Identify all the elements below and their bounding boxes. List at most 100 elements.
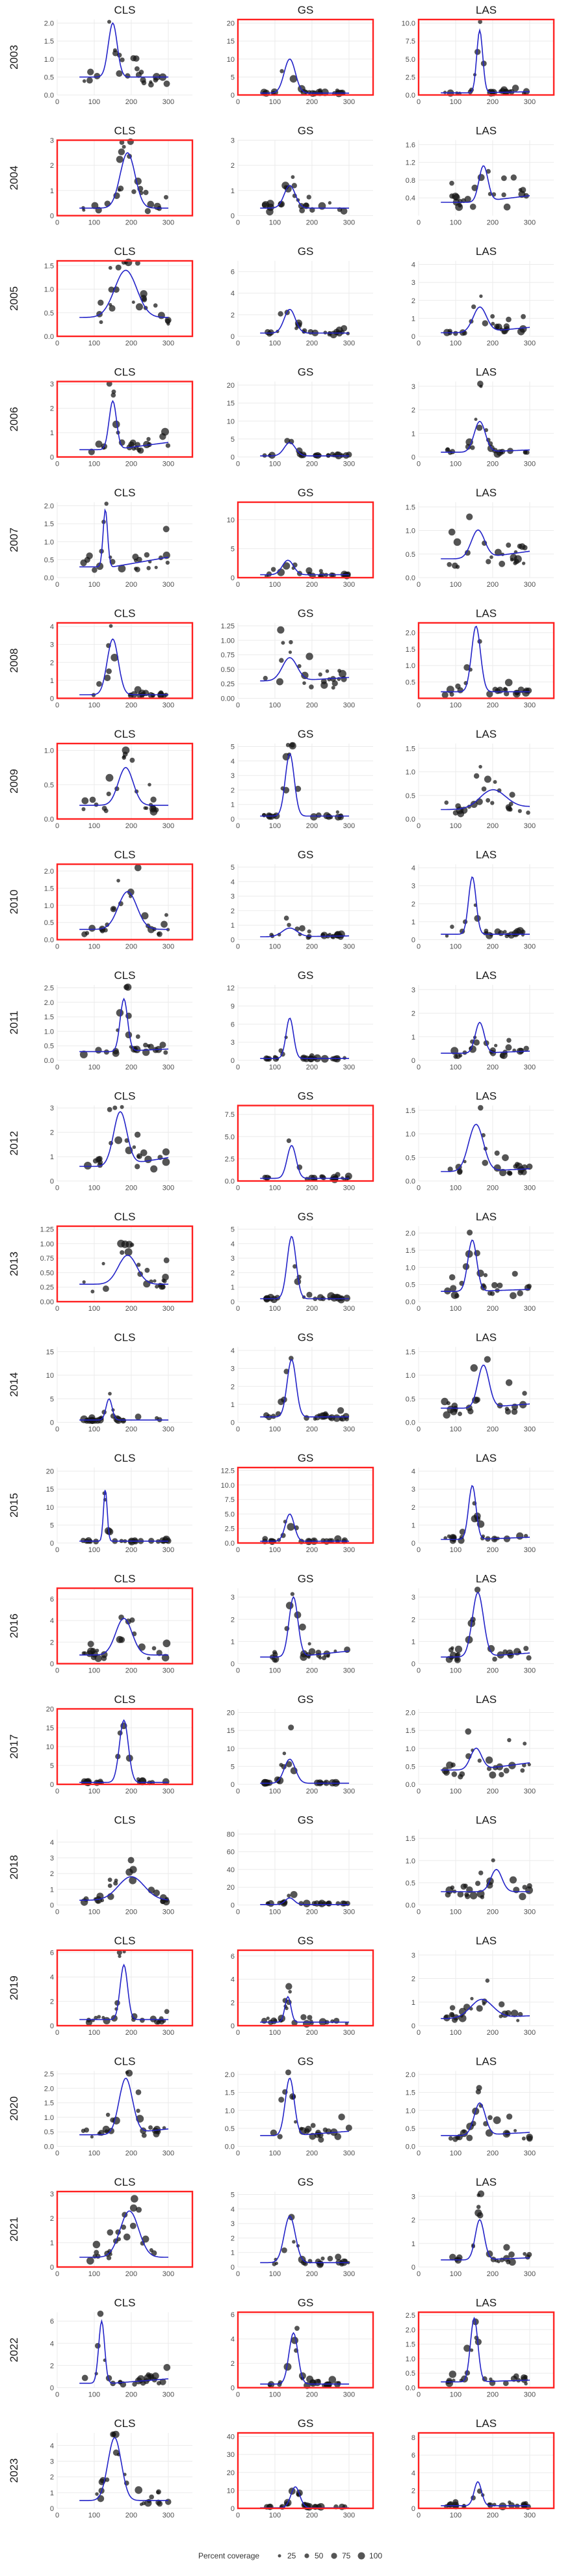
data-point (94, 1896, 102, 1904)
panel-title: LAS (476, 2176, 497, 2188)
data-point (326, 1654, 330, 1658)
data-point (104, 502, 109, 506)
y-tick-label: 2.0 (406, 2071, 415, 2079)
data-point (281, 2247, 287, 2253)
data-point (92, 1158, 98, 1164)
data-point (452, 562, 458, 569)
data-point (151, 2250, 157, 2256)
x-tick-label: 0 (55, 1305, 59, 1313)
data-point (317, 1413, 321, 1417)
data-point (463, 664, 471, 671)
data-point (446, 686, 454, 694)
fitted-curve (441, 1592, 530, 1658)
panel-title: LAS (476, 969, 497, 982)
y-tick-label: 15 (46, 1486, 54, 1494)
x-tick-label: 200 (306, 822, 318, 830)
y-tick-label: 1.00 (221, 637, 235, 645)
panel-title: GS (298, 1935, 314, 1947)
y-tick-label: 3 (50, 641, 54, 649)
data-point (335, 1172, 341, 1177)
x-tick-label: 100 (450, 2391, 462, 2399)
y-tick-label: 4 (50, 1617, 54, 1625)
y-tick-label: 0.5 (406, 1879, 415, 1887)
data-point (502, 930, 507, 934)
x-tick-label: 0 (55, 461, 59, 468)
data-point (127, 1857, 135, 1864)
row-label-2015: 2015 (8, 1493, 20, 1518)
x-tick-label: 200 (125, 1064, 137, 1071)
data-point (143, 1042, 148, 1048)
row-label-2009: 2009 (8, 769, 20, 794)
data-point (502, 1649, 508, 1655)
x-tick-label: 300 (343, 2391, 355, 2399)
panel-title: CLS (114, 2297, 135, 2309)
y-tick-label: 2 (50, 1870, 54, 1878)
data-point (344, 1416, 349, 1421)
y-tick-label: 1.0 (225, 2107, 235, 2115)
data-point (140, 2380, 146, 2386)
data-point (452, 2499, 459, 2505)
y-tick-label: 0 (411, 1661, 415, 1669)
x-tick-label: 100 (450, 1064, 462, 1071)
data-point (450, 1885, 455, 1890)
data-point (486, 798, 491, 803)
data-point (523, 449, 528, 454)
data-point (467, 1229, 473, 1236)
y-tick-label: 7.5 (225, 1496, 235, 1504)
data-point (485, 1756, 493, 1764)
y-tick-label: 10.0 (402, 20, 415, 28)
data-point (496, 686, 504, 694)
data-point (289, 75, 298, 83)
data-point (129, 439, 136, 446)
data-point (157, 312, 165, 319)
data-point (307, 2015, 313, 2020)
y-tick-label: 20 (227, 2469, 235, 2477)
x-tick-label: 200 (125, 1667, 137, 1675)
fitted-curve (441, 1869, 530, 1892)
data-point (122, 144, 126, 149)
panel-title: CLS (114, 1211, 135, 1223)
x-tick-label: 0 (236, 340, 240, 347)
y-tick-label: 1 (231, 1638, 235, 1646)
data-point (116, 155, 124, 163)
x-tick-label: 200 (487, 1185, 499, 1192)
y-tick-label: 6 (231, 269, 235, 276)
data-point (450, 924, 454, 929)
x-tick-label: 0 (55, 1909, 59, 1916)
data-point (292, 1264, 298, 1269)
data-point (307, 929, 311, 934)
x-tick-label: 300 (162, 1185, 174, 1192)
data-point (125, 1031, 133, 1039)
data-point (131, 2013, 138, 2020)
x-tick-label: 300 (524, 1064, 536, 1071)
y-tick-label: 3 (231, 1255, 235, 1263)
data-point (474, 2339, 482, 2346)
legend-swatch (358, 2552, 365, 2560)
y-tick-label: 2 (411, 2217, 415, 2225)
data-point (153, 303, 158, 308)
data-point (510, 1292, 517, 1300)
data-point (506, 2113, 513, 2120)
y-tick-label: 1.0 (406, 2107, 415, 2115)
x-tick-label: 0 (417, 2391, 421, 2399)
y-tick-label: 1 (231, 187, 235, 195)
x-tick-label: 100 (450, 1909, 462, 1916)
fitted-curve (260, 2077, 350, 2136)
x-tick-label: 0 (55, 2391, 59, 2399)
data-point (119, 140, 125, 145)
data-point (163, 195, 168, 200)
data-point (443, 2014, 450, 2022)
x-tick-label: 200 (306, 461, 318, 468)
data-point (456, 806, 464, 814)
data-point (86, 2257, 94, 2265)
data-point (129, 757, 135, 763)
y-tick-label: 3 (231, 893, 235, 901)
row-label-2014: 2014 (8, 1373, 20, 1397)
y-tick-label: 12 (227, 985, 235, 993)
x-tick-label: 300 (162, 1426, 174, 1434)
legend-label: 50 (315, 2551, 324, 2560)
x-tick-label: 0 (55, 1185, 59, 1192)
data-point (469, 203, 476, 210)
data-point (97, 2015, 101, 2019)
